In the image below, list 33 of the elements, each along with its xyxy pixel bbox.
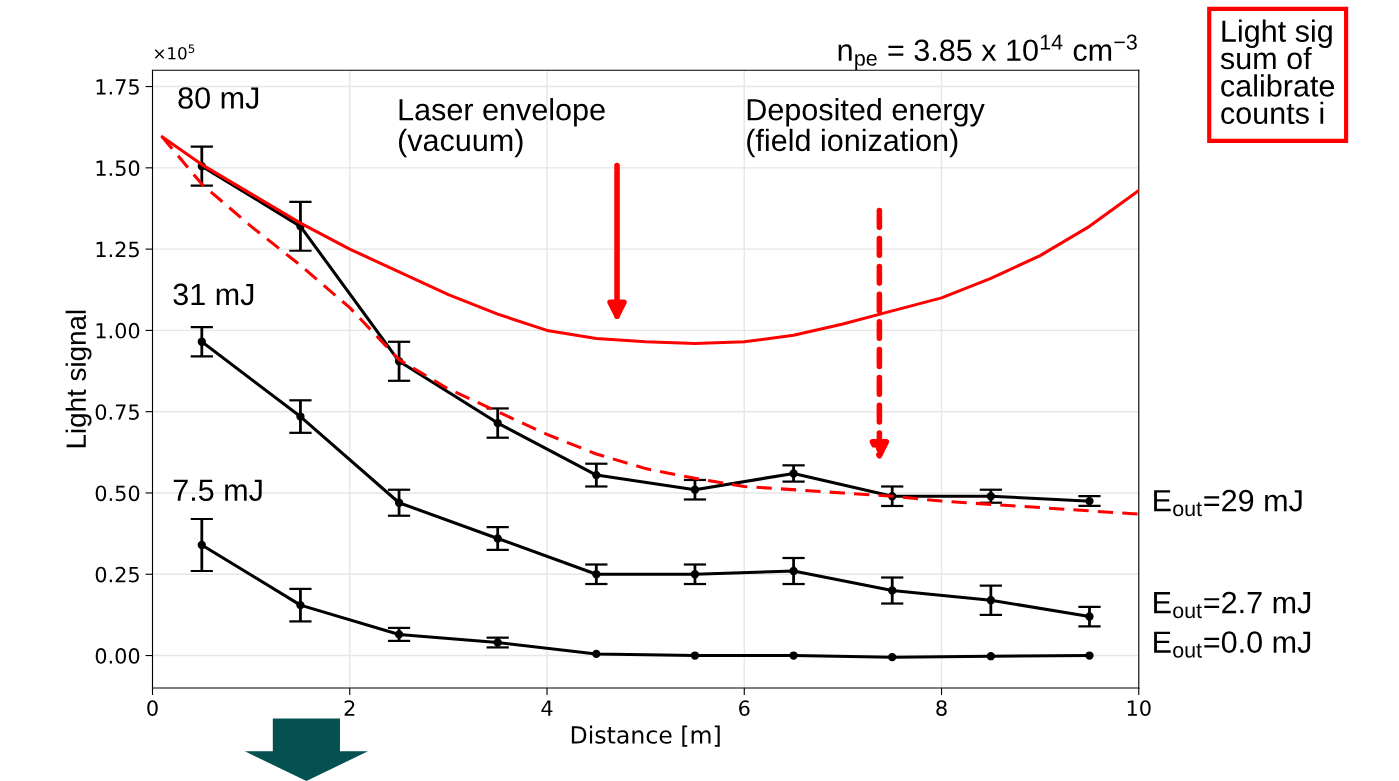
point xyxy=(789,651,798,660)
annotation: 31 mJ xyxy=(173,283,254,306)
y-tick-label: 0.75 xyxy=(95,404,139,420)
y-tick-label: 0.50 xyxy=(95,485,140,502)
y-tick-label: 1.75 xyxy=(96,79,139,95)
text: E$_{out}$=29 mJ xyxy=(1154,489,1302,517)
x-tick-label: 2 xyxy=(344,700,355,716)
point xyxy=(888,653,897,662)
text: E$_{out}$=2.7 mJ xyxy=(1154,591,1311,619)
annotation: 80 mJ xyxy=(178,87,259,109)
x-tick-label: 4 xyxy=(541,700,553,716)
point xyxy=(592,649,601,659)
text: E$_{out}$=0.0 mJ xyxy=(1154,631,1311,658)
x-axis-title: Distance [m] xyxy=(571,725,720,747)
x-tick-label: 0 xyxy=(147,700,158,716)
x-tick-label: 8 xyxy=(936,700,947,716)
x-tick-label: 6 xyxy=(739,700,750,716)
text: ×10$^{5}$ xyxy=(154,44,195,60)
point xyxy=(986,652,996,661)
y-tick-label: 1.50 xyxy=(96,160,140,177)
point xyxy=(690,651,700,660)
y-axis-title: Light signal xyxy=(65,310,92,448)
y-tick-label: 1.25 xyxy=(96,241,139,258)
annotation: Laser envelope (vacuum) xyxy=(398,98,605,158)
y-tick-label: 0.00 xyxy=(95,648,140,664)
x-tick-label: 10 xyxy=(1127,700,1151,716)
annotation: 7.5 mJ xyxy=(173,479,262,502)
chart-title: n$_{pe}$ = 3.85 x 10$^{14}$ cm$^{−3}$ xyxy=(838,34,1137,71)
text: Light sig sum of calibrate counts i xyxy=(1220,19,1335,125)
y-tick-label: 1.00 xyxy=(96,322,140,339)
point xyxy=(1085,651,1094,660)
y-tick-label: 0.25 xyxy=(95,566,139,583)
annotation: Deposited energy (field ionization) xyxy=(747,98,985,158)
